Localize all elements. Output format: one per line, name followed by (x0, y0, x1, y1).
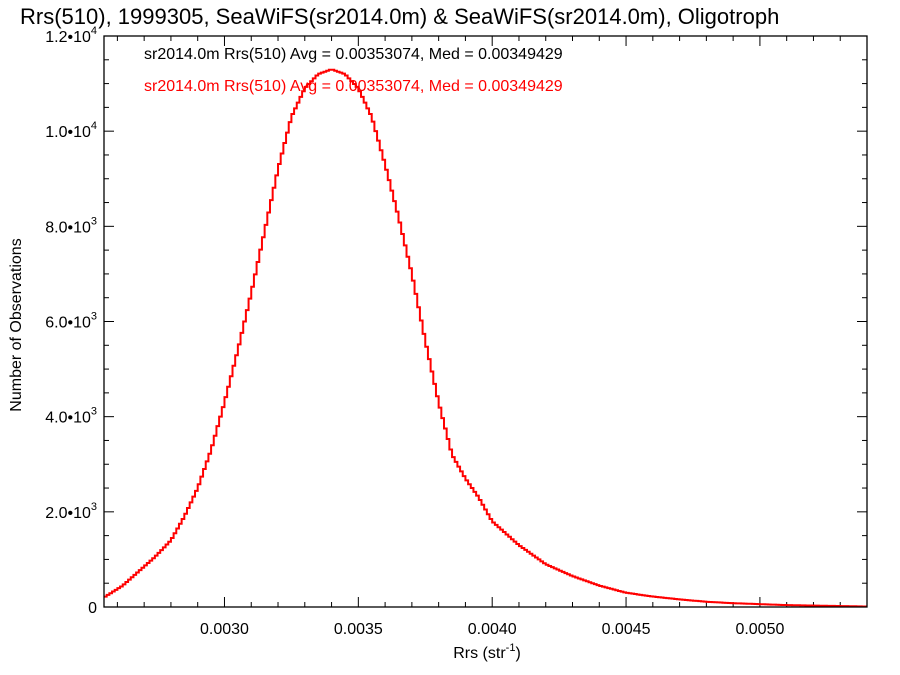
legend-entry-red: sr2014.0m Rrs(510) Avg = 0.00353074, Med… (144, 78, 563, 95)
chart-title: Rrs(510), 1999305, SeaWiFS(sr2014.0m) & … (20, 4, 779, 29)
y-tick-label: 6.0•103 (45, 311, 97, 332)
x-tick-label: 0.0040 (468, 621, 517, 638)
x-tick-label: 0.0050 (735, 621, 784, 638)
y-tick-label: 4.0•103 (45, 406, 97, 427)
x-tick-label: 0.0045 (602, 621, 651, 638)
plot-frame (103, 35, 868, 608)
y-tick-label: 1.0•104 (45, 120, 97, 141)
y-axis-label: Number of Observations (8, 238, 25, 411)
x-axis-label: Rrs (str-1) (453, 642, 521, 662)
y-tick-label: 0 (88, 600, 97, 617)
series-line-red (104, 68, 867, 608)
x-tick-labels: 0.0030 0.0035 0.0040 0.0045 0.0050 (200, 621, 784, 638)
y-tick-label: 2.0•103 (45, 501, 97, 522)
ticks-layer (104, 35, 868, 608)
legend-entry-black: sr2014.0m Rrs(510) Avg = 0.00353074, Med… (144, 46, 563, 63)
y-tick-labels: 0 2.0•103 4.0•103 6.0•103 8.0•103 1.0•104 1.2•… (45, 25, 97, 617)
y-tick-label: 8.0•103 (45, 215, 97, 236)
x-tick-label: 0.0030 (200, 621, 249, 638)
x-tick-label: 0.0035 (334, 621, 383, 638)
y-tick-label: 1.2•104 (45, 25, 97, 46)
